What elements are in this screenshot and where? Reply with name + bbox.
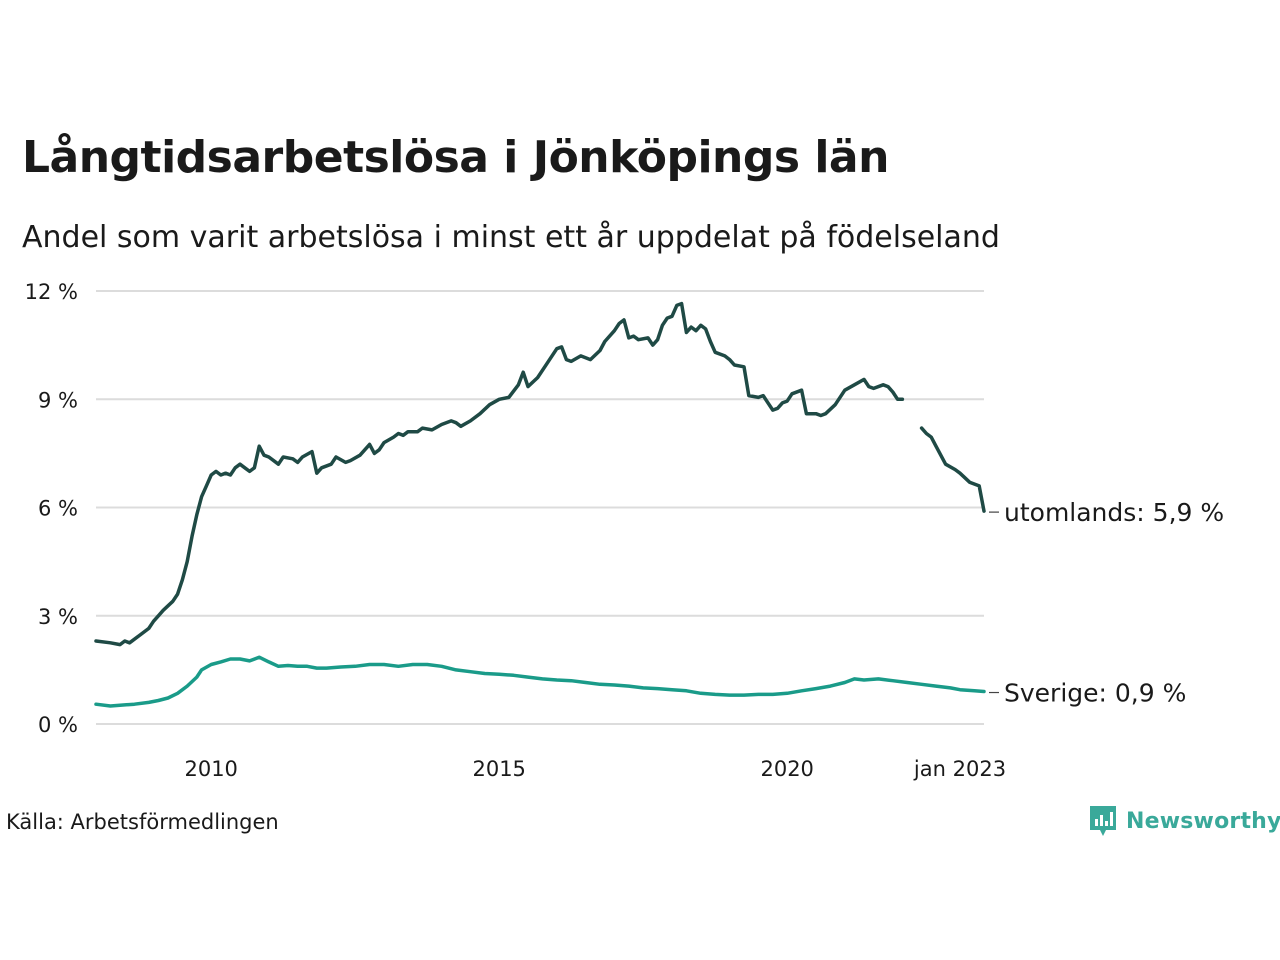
y-axis: 0 % 3 % 6 % 9 % 12 % — [25, 280, 78, 737]
x-tick-label: 2015 — [472, 757, 525, 781]
y-tick-label: 6 % — [38, 497, 78, 521]
line-chart: 0 % 3 % 6 % 9 % 12 % 2010 2015 2020 jan 2023 ut… — [25, 280, 1225, 781]
x-tick-label: jan 2023 — [913, 757, 1006, 781]
series-lines — [94, 301, 986, 708]
x-tick-label: 2020 — [760, 757, 813, 781]
series-end-label-sverige: Sverige: 0,9 % — [1004, 679, 1186, 708]
chart-title: Långtidsarbetslösa i Jönköpings län — [22, 132, 889, 183]
y-tick-label: 12 % — [25, 280, 78, 304]
y-tick-label: 9 % — [38, 388, 78, 412]
newsworthy-logo-icon — [1090, 806, 1116, 836]
x-tick-label: 2010 — [184, 757, 237, 781]
y-tick-label: 0 % — [38, 713, 78, 737]
series-end-label-utomlands: utomlands: 5,9 % — [1004, 498, 1224, 527]
y-tick-label: 3 % — [38, 605, 78, 629]
x-axis: 2010 2015 2020 jan 2023 — [184, 757, 1006, 781]
series-line-sverige — [94, 655, 986, 708]
source-note: Källa: Arbetsförmedlingen — [6, 810, 279, 834]
brand[interactable]: Newsworthy — [1088, 804, 1280, 838]
grid-lines — [96, 290, 984, 725]
brand-name: Newsworthy — [1126, 808, 1280, 834]
series-line-utomlands — [94, 301, 986, 647]
chart-subtitle: Andel som varit arbetslösa i minst ett å… — [22, 220, 1000, 255]
series-end-labels: utomlands: 5,9 % Sverige: 0,9 % — [989, 498, 1224, 708]
